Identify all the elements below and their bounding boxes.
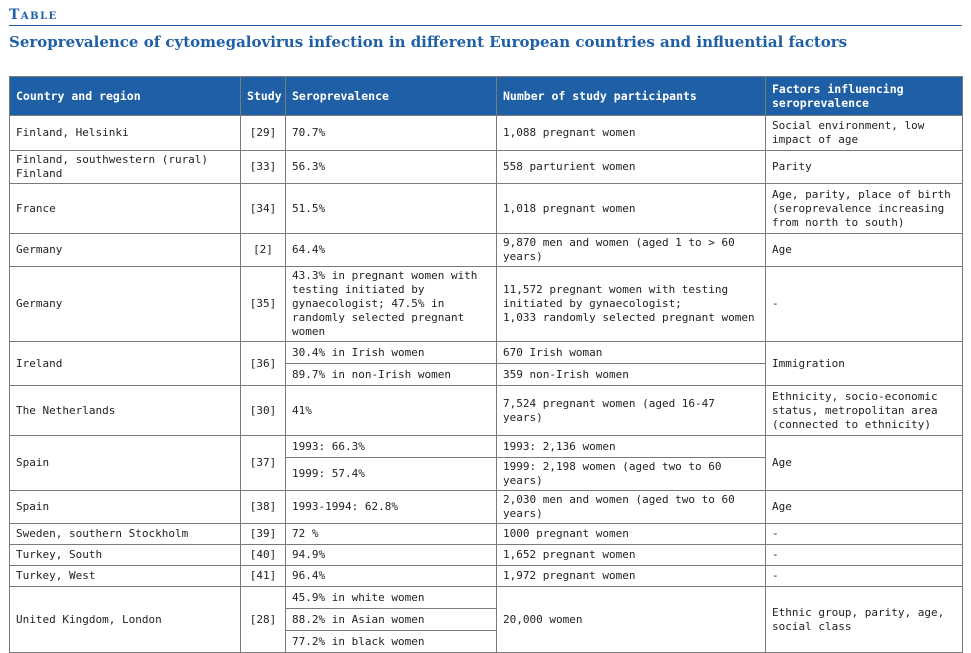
table-row: Ireland [36] 30.4% in Irish women 670 Ir… [9,341,963,386]
cell-seroprevalence: 64.4% [285,233,497,267]
cell-factors: Age, parity, place of birth (seroprevale… [765,183,963,234]
cell-study: [38] [240,490,286,524]
cell-country: Turkey, South [9,544,241,566]
seroprevalence-table: Country and region Study Seroprevalence … [9,76,963,653]
cell-country: France [9,183,241,234]
header-study: Study [240,76,286,116]
cell-study: [40] [240,544,286,566]
header-country: Country and region [9,76,241,116]
table-row: France [34] 51.5% 1,018 pregnant women A… [9,183,963,234]
cell-participants: 558 parturient women [496,150,766,184]
cell-seroprevalence: 72 % [285,523,497,545]
cell-seroprevalence: 1999: 57.4% [285,457,497,491]
cell-factors: - [765,544,963,566]
cell-participants: 1993: 2,136 women [496,435,766,458]
header-factors: Factors influencing seroprevalence [765,76,963,116]
cell-seroprevalence: 1993: 66.3% [285,435,497,458]
table-row: United Kingdom, London [28] 45.9% in whi… [9,586,963,653]
cell-seroprevalence: 43.3% in pregnant women with testing ini… [285,266,497,342]
cell-country: Turkey, West [9,565,241,587]
cell-factors: - [765,266,963,342]
cell-participants: 1999: 2,198 women (aged two to 60 years) [496,457,766,491]
cell-study: [33] [240,150,286,184]
cell-seroprevalence: 45.9% in white women [285,586,497,609]
table-row: Sweden, southern Stockholm [39] 72 % 100… [9,523,963,545]
cell-factors: - [765,523,963,545]
cell-seroprevalence: 51.5% [285,183,497,234]
cell-study: [41] [240,565,286,587]
cell-seroprevalence: 94.9% [285,544,497,566]
cell-factors: Ethnic group, parity, age, social class [765,586,963,653]
cell-participants: 9,870 men and women (aged 1 to > 60 year… [496,233,766,267]
header-seroprevalence: Seroprevalence [285,76,497,116]
cell-seroprevalence: 41% [285,385,497,436]
cell-participants: 1,088 pregnant women [496,115,766,151]
header-participants: Number of study participants [496,76,766,116]
cell-study: [36] [240,341,286,386]
cell-participants: 7,524 pregnant women (aged 16-47 years) [496,385,766,436]
cell-country: Sweden, southern Stockholm [9,523,241,545]
cell-participants: 1,972 pregnant women [496,565,766,587]
cell-seroprevalence: 77.2% in black women [285,630,497,653]
header-row: Country and region Study Seroprevalence … [9,76,963,116]
table-title: Seroprevalence of cytomegalovirus infect… [9,33,848,51]
cell-participants: 11,572 pregnant women with testing initi… [496,266,766,342]
table-row: Finland, southwestern (rural) Finland [3… [9,150,963,184]
cell-factors: Age [765,233,963,267]
cell-factors: Age [765,435,963,491]
cell-study: [39] [240,523,286,545]
cell-study: [37] [240,435,286,491]
cell-factors: Immigration [765,341,963,386]
cell-participants: 20,000 women [496,586,766,653]
title-rule [9,25,962,26]
cell-participants: 1000 pregnant women [496,523,766,545]
table-label: Table [9,7,58,23]
cell-country: United Kingdom, London [9,586,241,653]
cell-seroprevalence: 89.7% in non-Irish women [285,363,497,386]
table-row: Germany [35] 43.3% in pregnant women wit… [9,266,963,342]
table-row: The Netherlands [30] 41% 7,524 pregnant … [9,385,963,436]
cell-seroprevalence: 96.4% [285,565,497,587]
cell-country: The Netherlands [9,385,241,436]
cell-factors: Age [765,490,963,524]
cell-seroprevalence: 1993-1994: 62.8% [285,490,497,524]
cell-seroprevalence: 56.3% [285,150,497,184]
cell-country: Finland, Helsinki [9,115,241,151]
table-row: Turkey, South [40] 94.9% 1,652 pregnant … [9,544,963,566]
cell-participants: 1,652 pregnant women [496,544,766,566]
cell-factors: Ethnicity, socio-economic status, metrop… [765,385,963,436]
cell-study: [34] [240,183,286,234]
cell-seroprevalence: 30.4% in Irish women [285,341,497,364]
cell-country: Germany [9,266,241,342]
table-row: Spain [38] 1993-1994: 62.8% 2,030 men an… [9,490,963,524]
cell-country: Spain [9,490,241,524]
cell-country: Finland, southwestern (rural) Finland [9,150,241,184]
cell-factors: Social environment, low impact of age [765,115,963,151]
table-row: Spain [37] 1993: 66.3% 1993: 2,136 women… [9,435,963,491]
table-row: Germany [2] 64.4% 9,870 men and women (a… [9,233,963,267]
cell-study: [2] [240,233,286,267]
cell-study: [35] [240,266,286,342]
cell-seroprevalence: 70.7% [285,115,497,151]
cell-participants: 2,030 men and women (aged two to 60 year… [496,490,766,524]
cell-factors: - [765,565,963,587]
table-row: Turkey, West [41] 96.4% 1,972 pregnant w… [9,565,963,587]
cell-participants: 670 Irish woman [496,341,766,364]
cell-study: [29] [240,115,286,151]
cell-country: Spain [9,435,241,491]
cell-participants: 1,018 pregnant women [496,183,766,234]
cell-study: [30] [240,385,286,436]
cell-factors: Parity [765,150,963,184]
cell-seroprevalence: 88.2% in Asian women [285,608,497,631]
cell-country: Germany [9,233,241,267]
cell-study: [28] [240,586,286,653]
cell-participants: 359 non-Irish women [496,363,766,386]
cell-country: Ireland [9,341,241,386]
table-row: Finland, Helsinki [29] 70.7% 1,088 pregn… [9,115,963,151]
